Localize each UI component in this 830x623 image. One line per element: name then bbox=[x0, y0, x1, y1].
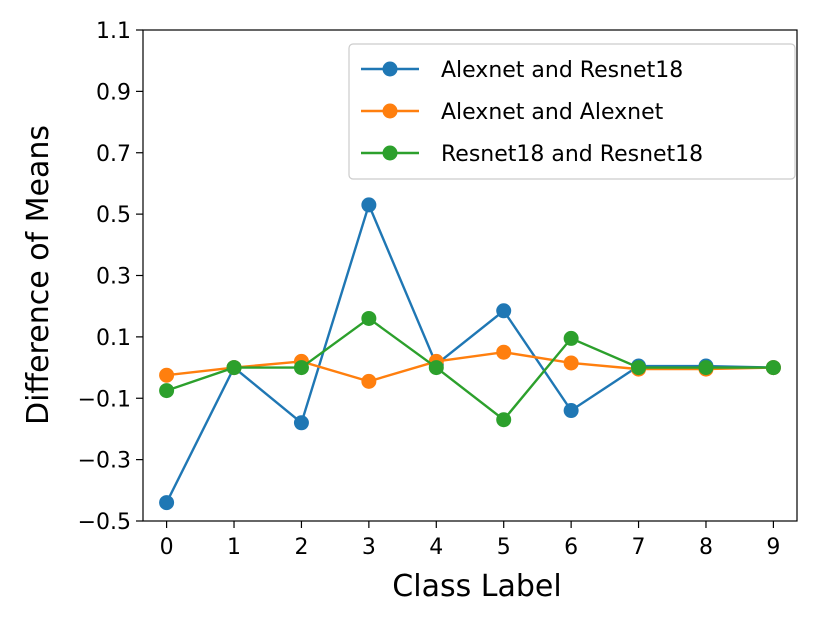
data-point bbox=[293, 360, 309, 376]
y-tick-label: −0.1 bbox=[78, 387, 131, 412]
y-axis-title: Difference of Means bbox=[21, 125, 56, 425]
x-axis-title: Class Label bbox=[392, 569, 561, 604]
data-point bbox=[631, 360, 647, 376]
y-tick-label: 0.3 bbox=[96, 265, 131, 290]
data-point bbox=[159, 367, 175, 383]
y-tick-label: 0.7 bbox=[96, 142, 131, 167]
legend-box bbox=[348, 43, 796, 180]
data-point bbox=[361, 373, 377, 389]
x-tick-label: 5 bbox=[497, 535, 511, 560]
legend: Alexnet and Resnet18 Alexnet and Alexnet R… bbox=[348, 43, 796, 180]
series-layer bbox=[159, 197, 781, 511]
x-tick-label: 1 bbox=[227, 535, 241, 560]
y-tick-label: −0.5 bbox=[78, 510, 131, 535]
y-tick-label: 1.1 bbox=[96, 19, 131, 44]
data-point bbox=[361, 197, 377, 213]
legend-entry: Resnet18 and Resnet18 bbox=[361, 142, 703, 167]
series-line bbox=[166, 351, 774, 383]
x-tick-label: 8 bbox=[699, 535, 713, 560]
x-tick-label: 4 bbox=[429, 535, 443, 560]
data-point bbox=[496, 303, 512, 319]
y-axis-ticks: −0.5 −0.3 −0.1 0.1 0.3 0.5 0.7 0.9 1.1 bbox=[78, 19, 143, 535]
data-point bbox=[698, 360, 714, 376]
legend-label: Resnet18 and Resnet18 bbox=[441, 142, 703, 167]
x-tick-label: 2 bbox=[294, 535, 308, 560]
legend-marker bbox=[382, 145, 398, 161]
data-point bbox=[496, 412, 512, 428]
legend-entry: Alexnet and Resnet18 bbox=[361, 58, 683, 83]
data-point bbox=[293, 415, 309, 431]
x-axis-ticks: 0 1 2 3 4 5 6 7 8 9 bbox=[160, 521, 780, 560]
data-point bbox=[496, 344, 512, 360]
legend-marker bbox=[382, 103, 398, 119]
y-tick-label: 0.5 bbox=[96, 203, 131, 228]
series-line bbox=[166, 316, 774, 422]
series-line bbox=[165, 201, 774, 504]
data-point bbox=[563, 403, 579, 419]
data-point bbox=[159, 383, 175, 399]
legend-entry: Alexnet and Alexnet bbox=[361, 100, 664, 125]
data-point bbox=[563, 330, 579, 346]
x-tick-label: 6 bbox=[564, 535, 578, 560]
data-point bbox=[226, 360, 242, 376]
y-tick-label: 0.1 bbox=[96, 326, 131, 351]
legend-label: Alexnet and Alexnet bbox=[441, 100, 664, 125]
y-tick-label: 0.9 bbox=[96, 80, 131, 105]
data-point bbox=[428, 360, 444, 376]
data-point bbox=[159, 495, 175, 511]
x-tick-label: 7 bbox=[632, 535, 646, 560]
data-point bbox=[765, 360, 781, 376]
x-tick-label: 0 bbox=[160, 535, 174, 560]
x-tick-label: 9 bbox=[766, 535, 780, 560]
x-tick-label: 3 bbox=[362, 535, 376, 560]
y-tick-label: −0.3 bbox=[78, 449, 131, 474]
series-3 bbox=[159, 310, 781, 428]
data-point bbox=[563, 355, 579, 371]
legend-label: Alexnet and Resnet18 bbox=[441, 58, 683, 83]
legend-marker bbox=[382, 61, 398, 77]
data-point bbox=[361, 310, 377, 326]
